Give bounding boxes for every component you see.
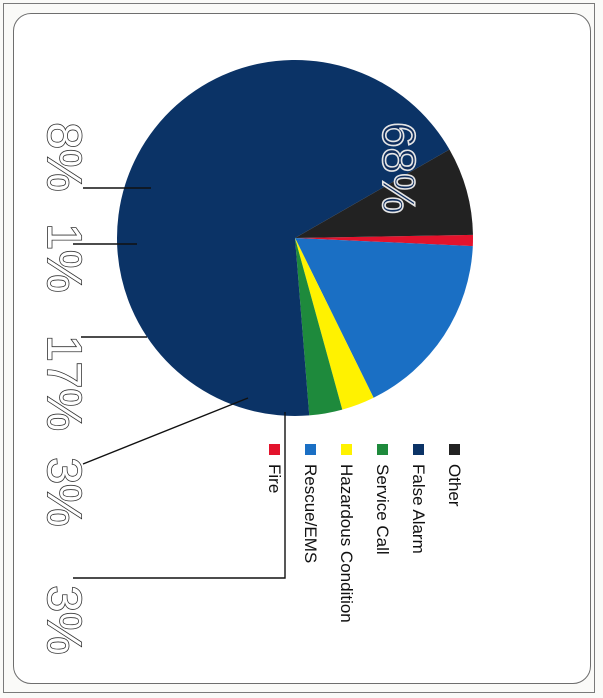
legend-swatch-service-call <box>377 444 388 455</box>
leader-lines <box>73 187 286 579</box>
slice-label-fire: 1% <box>37 223 90 292</box>
legend-swatch-hazardous-condition <box>341 444 352 455</box>
slice-label-rescue-ems: 17% <box>37 335 90 431</box>
legend-label-fire: Fire <box>265 464 284 493</box>
legend-label-other: Other <box>445 464 464 507</box>
legend-label-rescue-ems: Rescue/EMS <box>301 464 320 563</box>
slice-false-alarm <box>117 60 450 416</box>
slice-label-service-call: 3% <box>37 585 90 654</box>
pie-slices <box>117 60 473 416</box>
leader-line-hazardous-condition <box>82 397 249 465</box>
slice-other <box>295 149 473 238</box>
slice-hazardous-condition <box>295 238 374 410</box>
legend-swatch-rescue-ems <box>305 444 316 455</box>
slice-labels: 1% 17% 3% 3% 8% 68% <box>36 121 426 655</box>
legend-swatch-fire <box>269 444 280 455</box>
slice-label-false-alarm: 68% <box>373 122 425 214</box>
legend-swatch-other <box>449 444 460 455</box>
slice-label-hazardous-condition: 3% <box>37 457 90 526</box>
legend-label-service-call: Service Call <box>373 464 392 555</box>
slice-fire <box>295 234 473 247</box>
page-border <box>3 3 595 693</box>
slice-service-call <box>295 238 343 416</box>
slice-rescue-ems <box>295 238 473 398</box>
leader-line-service-call <box>73 412 286 579</box>
legend-label-hazardous-condition: Hazardous Condition <box>337 464 356 623</box>
legend-swatch-false-alarm <box>413 444 424 455</box>
legend-label-false-alarm: False Alarm <box>409 464 428 554</box>
slice-label-other: 8% <box>37 122 90 191</box>
legend: Fire Rescue/EMS Hazardous Condition Service… <box>265 444 464 623</box>
